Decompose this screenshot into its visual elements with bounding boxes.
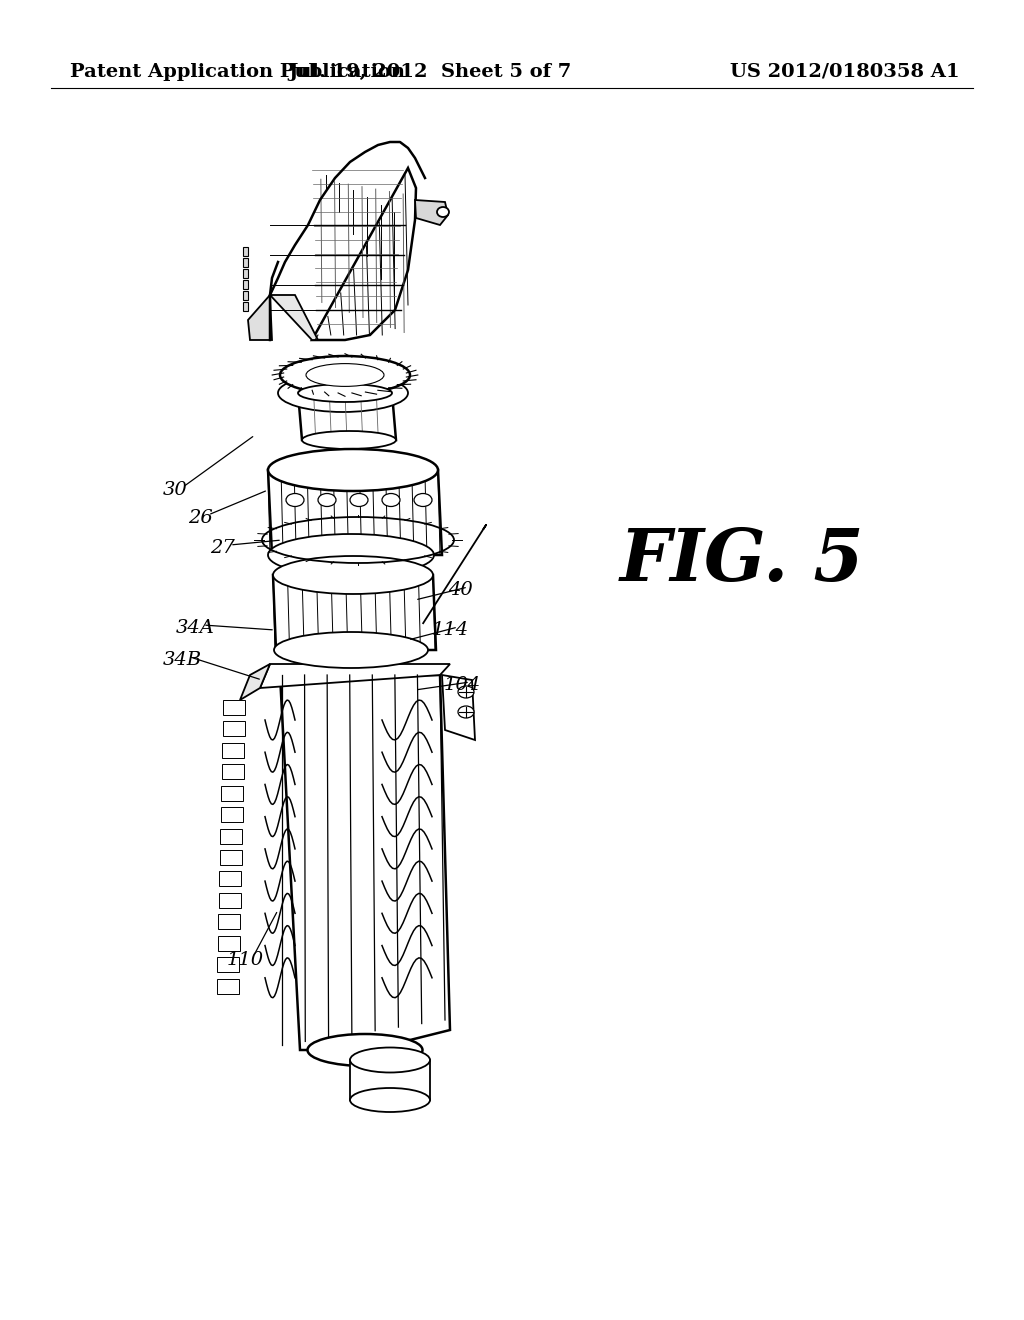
Ellipse shape (273, 556, 433, 594)
Polygon shape (248, 294, 272, 341)
Polygon shape (221, 785, 243, 801)
Polygon shape (243, 302, 248, 312)
Ellipse shape (414, 494, 432, 507)
Ellipse shape (278, 374, 408, 412)
Ellipse shape (350, 1048, 430, 1072)
Polygon shape (270, 294, 318, 341)
Polygon shape (260, 664, 450, 688)
Polygon shape (220, 807, 243, 822)
Polygon shape (222, 722, 245, 737)
Ellipse shape (458, 706, 474, 718)
Text: US 2012/0180358 A1: US 2012/0180358 A1 (730, 63, 961, 81)
Text: 26: 26 (187, 510, 212, 527)
Text: 30: 30 (163, 480, 187, 499)
Text: Jul. 19, 2012  Sheet 5 of 7: Jul. 19, 2012 Sheet 5 of 7 (289, 63, 571, 81)
Polygon shape (220, 829, 242, 843)
Text: 34B: 34B (163, 651, 202, 669)
Text: 34A: 34A (175, 619, 214, 638)
Text: Patent Application Publication: Patent Application Publication (70, 63, 406, 81)
Polygon shape (273, 576, 436, 649)
Text: 104: 104 (443, 676, 480, 694)
Text: 40: 40 (447, 581, 472, 599)
Ellipse shape (318, 494, 336, 507)
Polygon shape (216, 978, 239, 994)
Ellipse shape (350, 1088, 430, 1111)
Polygon shape (243, 280, 248, 289)
Polygon shape (442, 675, 475, 741)
Ellipse shape (458, 686, 474, 698)
Polygon shape (243, 290, 248, 300)
Ellipse shape (298, 384, 392, 403)
Polygon shape (219, 871, 241, 887)
Text: 114: 114 (431, 620, 469, 639)
Polygon shape (243, 247, 248, 256)
Polygon shape (218, 915, 240, 929)
Text: 27: 27 (210, 539, 234, 557)
Polygon shape (268, 470, 442, 554)
Ellipse shape (306, 363, 384, 387)
Polygon shape (415, 201, 449, 224)
Polygon shape (223, 700, 245, 715)
Text: 110: 110 (226, 950, 263, 969)
Polygon shape (240, 664, 270, 700)
Ellipse shape (274, 632, 428, 668)
Ellipse shape (307, 1034, 423, 1067)
Polygon shape (219, 850, 242, 865)
Polygon shape (243, 269, 248, 279)
Ellipse shape (350, 494, 368, 507)
Polygon shape (243, 257, 248, 267)
Ellipse shape (268, 449, 438, 491)
Ellipse shape (280, 356, 410, 393)
Polygon shape (217, 957, 239, 972)
Polygon shape (222, 743, 244, 758)
Polygon shape (217, 936, 240, 950)
Ellipse shape (382, 494, 400, 507)
Ellipse shape (268, 535, 434, 576)
Ellipse shape (302, 432, 396, 449)
Text: FIG. 5: FIG. 5 (620, 524, 864, 595)
Ellipse shape (437, 207, 449, 216)
Ellipse shape (286, 494, 304, 507)
Polygon shape (312, 168, 416, 341)
Polygon shape (298, 393, 396, 440)
Polygon shape (218, 892, 241, 908)
Polygon shape (221, 764, 244, 779)
Polygon shape (350, 1060, 430, 1100)
Polygon shape (280, 675, 450, 1049)
